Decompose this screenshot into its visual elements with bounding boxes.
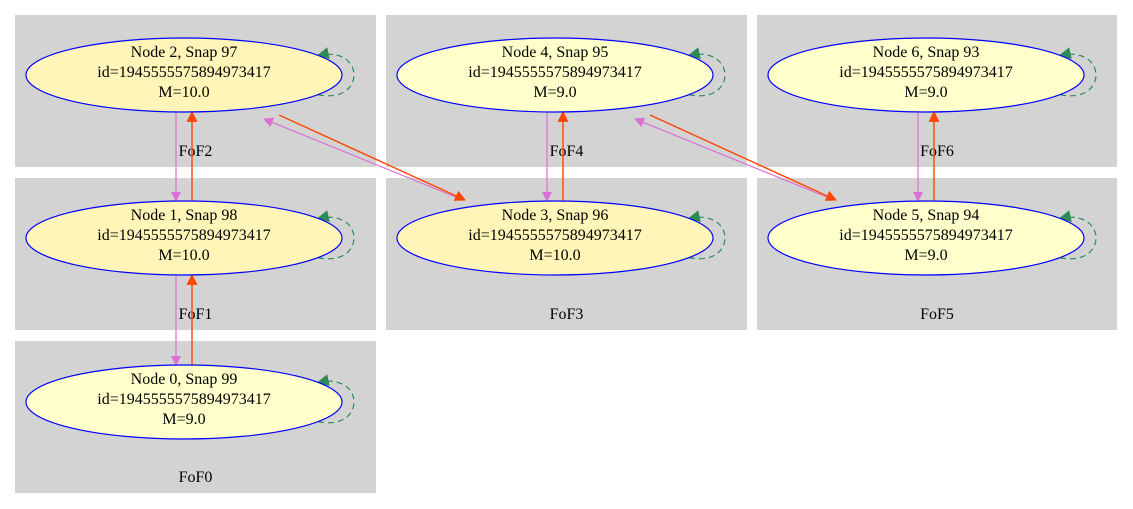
node-halo-id-text: id=1945555575894973417: [839, 227, 1012, 244]
node-ellipse[interactable]: [767, 200, 1085, 276]
node-mass-text: M=10.0: [158, 247, 209, 264]
cluster-label: FoF5: [920, 306, 954, 323]
node-ellipse[interactable]: [396, 200, 714, 276]
node-halo-id-text: id=1945555575894973417: [839, 64, 1012, 81]
node-halo-id-text: id=1945555575894973417: [97, 227, 270, 244]
node-title-text: Node 6, Snap 93: [873, 44, 980, 61]
node-title-text: Node 3, Snap 96: [502, 207, 609, 224]
node-halo-id-text: id=1945555575894973417: [97, 64, 270, 81]
node-halo-id-text: id=1945555575894973417: [468, 64, 641, 81]
node-n3[interactable]: Node 3, Snap 96 id=1945555575894973417 M=1…: [396, 200, 714, 276]
edge-descendant-n3-n2: [263, 117, 464, 201]
node-title-text: Node 0, Snap 99: [131, 371, 238, 388]
cluster-label: FoF6: [920, 143, 954, 160]
node-n6[interactable]: Node 6, Snap 93 id=1945555575894973417 M=9…: [767, 37, 1085, 113]
edge-descendant-n5-n4: [634, 117, 835, 201]
edge-self-n6-n6: [1058, 47, 1097, 97]
node-title-text: Node 2, Snap 97: [131, 44, 238, 61]
node-ellipse[interactable]: [767, 37, 1085, 113]
edge-progenitor-n4-n5: [649, 114, 838, 201]
edge-self-n0-n0: [316, 374, 355, 424]
edge-self-n5-n5: [1058, 210, 1097, 260]
cluster-label: FoF1: [179, 306, 213, 323]
edge-progenitor-n2-n3: [278, 114, 467, 201]
node-n0[interactable]: Node 0, Snap 99 id=1945555575894973417 M=9…: [25, 364, 343, 440]
edge-self-n3-n3: [687, 210, 726, 260]
node-halo-id-text: id=1945555575894973417: [468, 227, 641, 244]
node-n1[interactable]: Node 1, Snap 98 id=1945555575894973417 M=1…: [25, 200, 343, 276]
node-mass-text: M=10.0: [529, 247, 580, 264]
node-title-text: Node 5, Snap 94: [873, 207, 980, 224]
node-halo-id-text: id=1945555575894973417: [97, 391, 270, 408]
node-n2[interactable]: Node 2, Snap 97 id=1945555575894973417 M=1…: [25, 37, 343, 113]
node-mass-text: M=9.0: [162, 411, 205, 428]
node-ellipse[interactable]: [25, 37, 343, 113]
node-ellipse[interactable]: [396, 37, 714, 113]
node-ellipse[interactable]: [25, 200, 343, 276]
cluster-label: FoF2: [179, 143, 213, 160]
cluster-label: FoF3: [550, 306, 584, 323]
node-mass-text: M=9.0: [904, 84, 947, 101]
node-mass-text: M=9.0: [533, 84, 576, 101]
node-mass-text: M=9.0: [904, 247, 947, 264]
node-n4[interactable]: Node 4, Snap 95 id=1945555575894973417 M=9…: [396, 37, 714, 113]
edge-self-n1-n1: [316, 210, 355, 260]
node-title-text: Node 4, Snap 95: [502, 44, 609, 61]
edge-self-n2-n2: [316, 47, 355, 97]
cluster-label: FoF4: [550, 143, 584, 160]
node-n5[interactable]: Node 5, Snap 94 id=1945555575894973417 M=9…: [767, 200, 1085, 276]
node-mass-text: M=10.0: [158, 84, 209, 101]
cluster-label: FoF0: [179, 469, 213, 486]
node-title-text: Node 1, Snap 98: [131, 207, 238, 224]
edge-self-n4-n4: [687, 47, 726, 97]
node-ellipse[interactable]: [25, 364, 343, 440]
